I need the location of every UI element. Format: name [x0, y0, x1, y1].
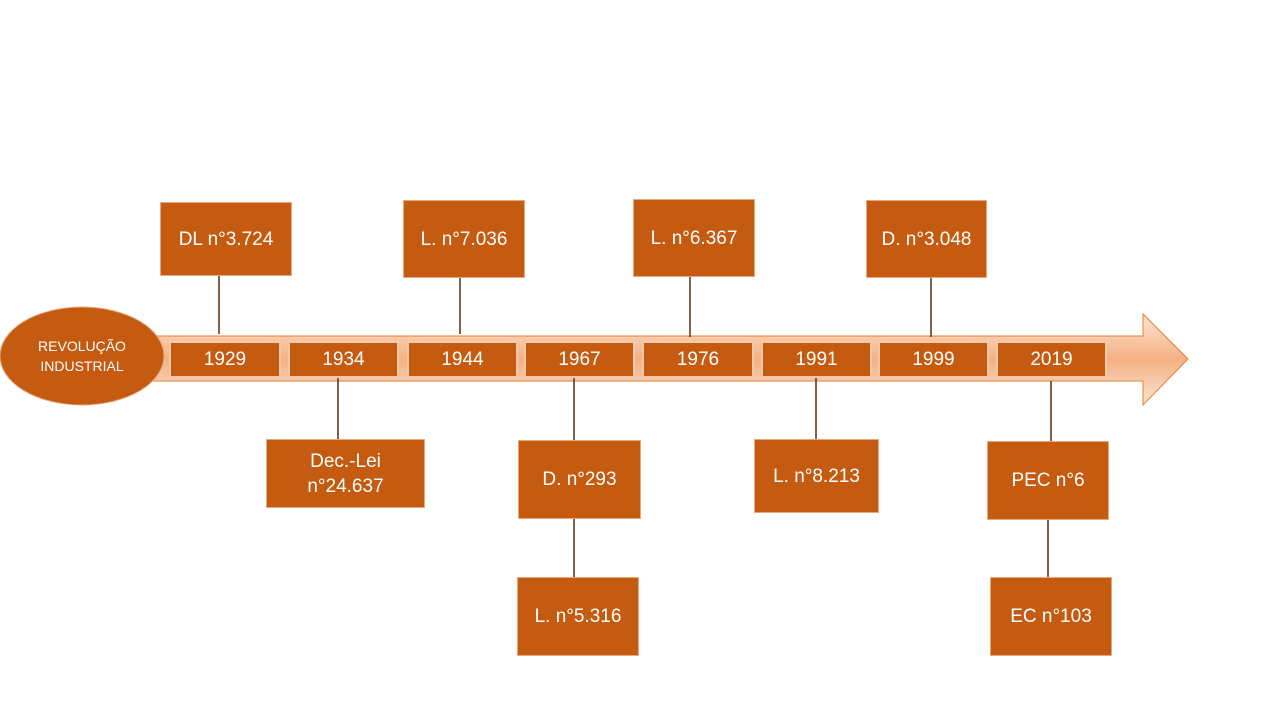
year: 1944 [407, 341, 518, 378]
event-box: L. n°5.316 [517, 577, 639, 656]
year: 1991 [761, 341, 872, 378]
year: 1929 [169, 341, 281, 378]
event-box: EC n°103 [990, 577, 1112, 656]
event-box: PEC n°6 [987, 441, 1109, 520]
event-box: Dec.-Lei n°24.637 [266, 439, 425, 508]
year: 1976 [642, 341, 754, 378]
event-box: D. n°293 [518, 440, 641, 519]
event-box: L. n°7.036 [403, 200, 525, 278]
event-box: D. n°3.048 [866, 200, 987, 278]
year: 1999 [878, 341, 989, 378]
start-label: REVOLUÇÃO INDUSTRIAL [0, 307, 164, 405]
year: 2019 [996, 341, 1107, 378]
start-line: REVOLUÇÃO [38, 338, 126, 354]
event-box: L. n°8.213 [754, 439, 879, 513]
start-ellipse [0, 306, 165, 406]
event-box: DL n°3.724 [160, 202, 292, 276]
event-line: n°24.637 [307, 475, 384, 497]
connectors [218, 276, 1052, 577]
event-line: Dec.-Lei [310, 450, 381, 472]
start-line: INDUSTRIAL [40, 358, 124, 374]
year: 1967 [524, 341, 635, 378]
year: 1934 [288, 341, 399, 378]
event-box: L. n°6.367 [633, 199, 755, 277]
